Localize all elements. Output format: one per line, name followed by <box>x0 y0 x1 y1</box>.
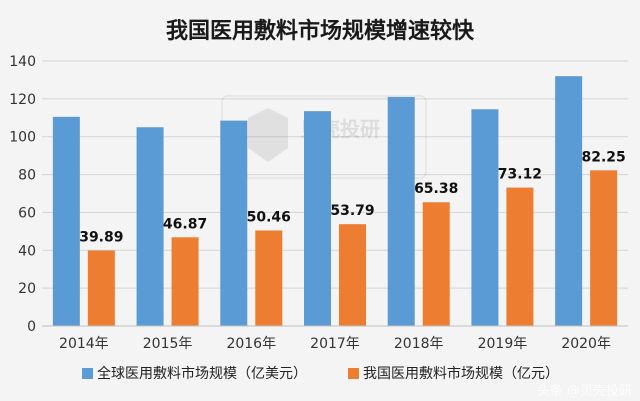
bar-china-4 <box>422 202 450 326</box>
x-tick-label: 2019年 <box>478 336 528 352</box>
bar-global-4 <box>387 96 415 326</box>
data-label-china-3: 53.79 <box>330 203 374 219</box>
grid-lines <box>42 60 628 327</box>
data-label-china-5: 73.12 <box>498 167 542 183</box>
y-axis: 0 20 40 60 80 100 120 140 <box>9 54 36 335</box>
x-tick-label: 2016年 <box>226 336 276 352</box>
legend-swatch-1 <box>348 368 359 379</box>
bars-group <box>52 76 618 327</box>
bar-global-3 <box>304 111 331 327</box>
y-tick-label: 0 <box>27 319 36 335</box>
bar-china-5 <box>506 187 534 326</box>
chart-title: 我国医用敷料市场规模增速较快 <box>166 18 475 44</box>
legend: 全球医用敷料市场规模（亿美元） 我国医用敷料市场规模（亿元） <box>82 365 559 382</box>
bar-global-2 <box>220 120 248 326</box>
x-tick-label: 2014年 <box>59 336 109 352</box>
y-tick-label: 40 <box>18 243 36 259</box>
bar-global-0 <box>52 116 80 326</box>
data-label-china-0: 39.89 <box>79 229 123 245</box>
x-axis: 2014年 2015年 2016年 2017年 2018年 2019年 2020年 <box>42 325 628 352</box>
bar-china-3 <box>339 224 366 326</box>
bar-china-0 <box>87 250 115 326</box>
bar-china-6 <box>590 170 618 326</box>
legend-label-1: 我国医用敷料市场规模（亿元） <box>363 365 559 382</box>
legend-label-0: 全球医用敷料市场规模（亿美元） <box>97 365 307 382</box>
legend-swatch-0 <box>82 368 93 379</box>
y-tick-label: 80 <box>18 168 36 184</box>
data-label-china-2: 50.46 <box>247 209 291 225</box>
data-labels-group: 39.89 46.87 50.46 53.79 65.38 73.12 82.25 <box>79 149 626 245</box>
watermark-shield-icon <box>248 108 288 162</box>
bar-global-5 <box>471 109 499 327</box>
bar-global-1 <box>136 127 164 326</box>
data-label-china-4: 65.38 <box>414 181 458 197</box>
corner-watermark: 头条 @贝壳投研 <box>537 383 632 399</box>
y-tick-label: 60 <box>18 205 36 221</box>
x-tick-label: 2018年 <box>394 336 444 352</box>
bar-china-2 <box>255 230 283 326</box>
x-tick-label: 2020年 <box>561 336 611 352</box>
y-tick-label: 100 <box>9 130 36 146</box>
bar-global-6 <box>555 76 583 327</box>
y-tick-label: 20 <box>18 281 36 297</box>
y-tick-label: 140 <box>9 54 36 70</box>
y-tick-label: 120 <box>9 92 36 108</box>
bar-china-1 <box>171 237 199 326</box>
data-label-china-1: 46.87 <box>163 216 207 232</box>
x-tick-label: 2015年 <box>143 336 193 352</box>
data-label-china-6: 82.25 <box>581 149 625 165</box>
x-tick-label: 2017年 <box>310 336 360 352</box>
